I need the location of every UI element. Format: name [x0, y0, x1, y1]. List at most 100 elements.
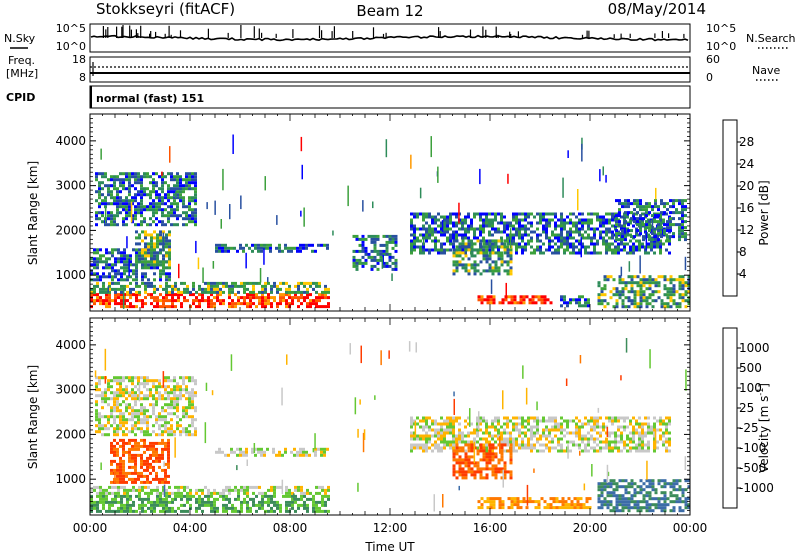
- heatmap-cell: [473, 464, 477, 468]
- heatmap-cell: [476, 269, 480, 273]
- heatmap-cell: [144, 272, 147, 276]
- heatmap-cell: [128, 477, 131, 481]
- heatmap-cell: [110, 444, 113, 448]
- heatmap-cell: [119, 382, 122, 386]
- heatmap-cell: [555, 497, 559, 501]
- heatmap-cell: [98, 424, 101, 428]
- heatmap-cell: [147, 248, 150, 252]
- heatmap-cell: [297, 281, 300, 285]
- heatmap-cell: [201, 287, 204, 291]
- heatmap-cell: [611, 242, 614, 246]
- heatmap-cell: [578, 431, 581, 435]
- heatmap-cell: [391, 273, 393, 281]
- heatmap-cell: [578, 425, 581, 429]
- heatmap-cell: [140, 205, 143, 209]
- heatmap-cell: [282, 494, 285, 498]
- heatmap-cell: [419, 425, 422, 429]
- heatmap-cell: [224, 246, 227, 250]
- heatmap-cell: [141, 260, 144, 264]
- heatmap-cell: [434, 422, 437, 426]
- heatmap-cell: [627, 211, 630, 215]
- heatmap-cell: [647, 449, 650, 453]
- heatmap-cell: [452, 443, 455, 447]
- heatmap-cell: [533, 419, 536, 423]
- heatmap-cell: [252, 293, 255, 297]
- heatmap-cell: [269, 246, 272, 250]
- heatmap-cell: [143, 190, 146, 194]
- heatmap-cell: [204, 299, 207, 303]
- heatmap-cell: [117, 506, 120, 510]
- heatmap-cell: [633, 299, 637, 303]
- heatmap-cell: [186, 284, 189, 288]
- heatmap-cell: [291, 290, 294, 294]
- heatmap-cell: [506, 449, 510, 453]
- heatmap-cell: [627, 202, 630, 206]
- heatmap-cell: [599, 236, 602, 240]
- heatmap-cell: [509, 449, 513, 453]
- heatmap-cell: [155, 421, 158, 425]
- heatmap-cell: [152, 468, 155, 472]
- heatmap-cell: [134, 175, 137, 179]
- heatmap-cell: [129, 488, 132, 492]
- heatmap-cell: [560, 422, 563, 426]
- heatmap-cell: [416, 434, 419, 438]
- heatmap-cell: [176, 178, 179, 182]
- heatmap-cell: [122, 453, 125, 457]
- heatmap-cell: [306, 491, 309, 495]
- heatmap-cell: [443, 230, 446, 234]
- heatmap-cell: [243, 302, 246, 306]
- heatmap-cell: [376, 258, 380, 262]
- heatmap-cell: [210, 494, 213, 498]
- heatmap-cell: [467, 467, 471, 471]
- heatmap-cell: [551, 212, 554, 216]
- heatmap-cell: [530, 212, 533, 216]
- heatmap-cell: [150, 257, 153, 261]
- heatmap-cell: [110, 196, 113, 200]
- heatmap-cell: [470, 248, 474, 252]
- heatmap-cell: [630, 290, 634, 294]
- heatmap-cell: [509, 251, 513, 255]
- heatmap-cell: [446, 215, 449, 219]
- heatmap-cell: [509, 434, 512, 438]
- heatmap-cell: [321, 293, 324, 297]
- heatmap-cell: [636, 211, 639, 215]
- heatmap-cell: [615, 293, 619, 297]
- heatmap-cell: [506, 251, 510, 255]
- heatmap-cell: [140, 412, 143, 416]
- heatmap-cell: [491, 422, 494, 426]
- heatmap-cell: [155, 459, 158, 463]
- heatmap-cell: [642, 290, 646, 294]
- heatmap-cell: [569, 251, 572, 255]
- heatmap-cell: [509, 446, 513, 450]
- heatmap-cell: [161, 199, 164, 203]
- heatmap-cell: [464, 236, 467, 240]
- heatmap-cell: [116, 211, 119, 215]
- heatmap-cell: [311, 249, 314, 253]
- heatmap-cell: [563, 251, 566, 255]
- heatmap-cell: [608, 419, 611, 423]
- heatmap-cell: [512, 224, 515, 228]
- heatmap-cell: [188, 202, 191, 206]
- heatmap-cell: [653, 416, 656, 420]
- heatmap-cell: [602, 215, 605, 219]
- heatmap-cell: [590, 239, 593, 243]
- heatmap-cell: [129, 302, 132, 306]
- heatmap-cell: [90, 494, 93, 498]
- heatmap-cell: [225, 506, 228, 510]
- heatmap-cell: [653, 434, 656, 438]
- heatmap-cell: [488, 263, 492, 267]
- heatmap-cell: [228, 500, 231, 504]
- heatmap-cell: [443, 434, 446, 438]
- heatmap-cell: [524, 212, 527, 216]
- heatmap-cell: [566, 236, 569, 240]
- heatmap-cell: [503, 428, 506, 432]
- heatmap-cell: [410, 422, 413, 426]
- heatmap-cell: [102, 266, 105, 270]
- heatmap-cell: [255, 296, 258, 300]
- heatmap-cell: [509, 266, 513, 270]
- heatmap-cell: [98, 415, 101, 419]
- heatmap-cell: [99, 278, 102, 282]
- heatmap-cell: [144, 230, 147, 234]
- heatmap-cell: [137, 471, 140, 475]
- heatmap-cell: [185, 187, 188, 191]
